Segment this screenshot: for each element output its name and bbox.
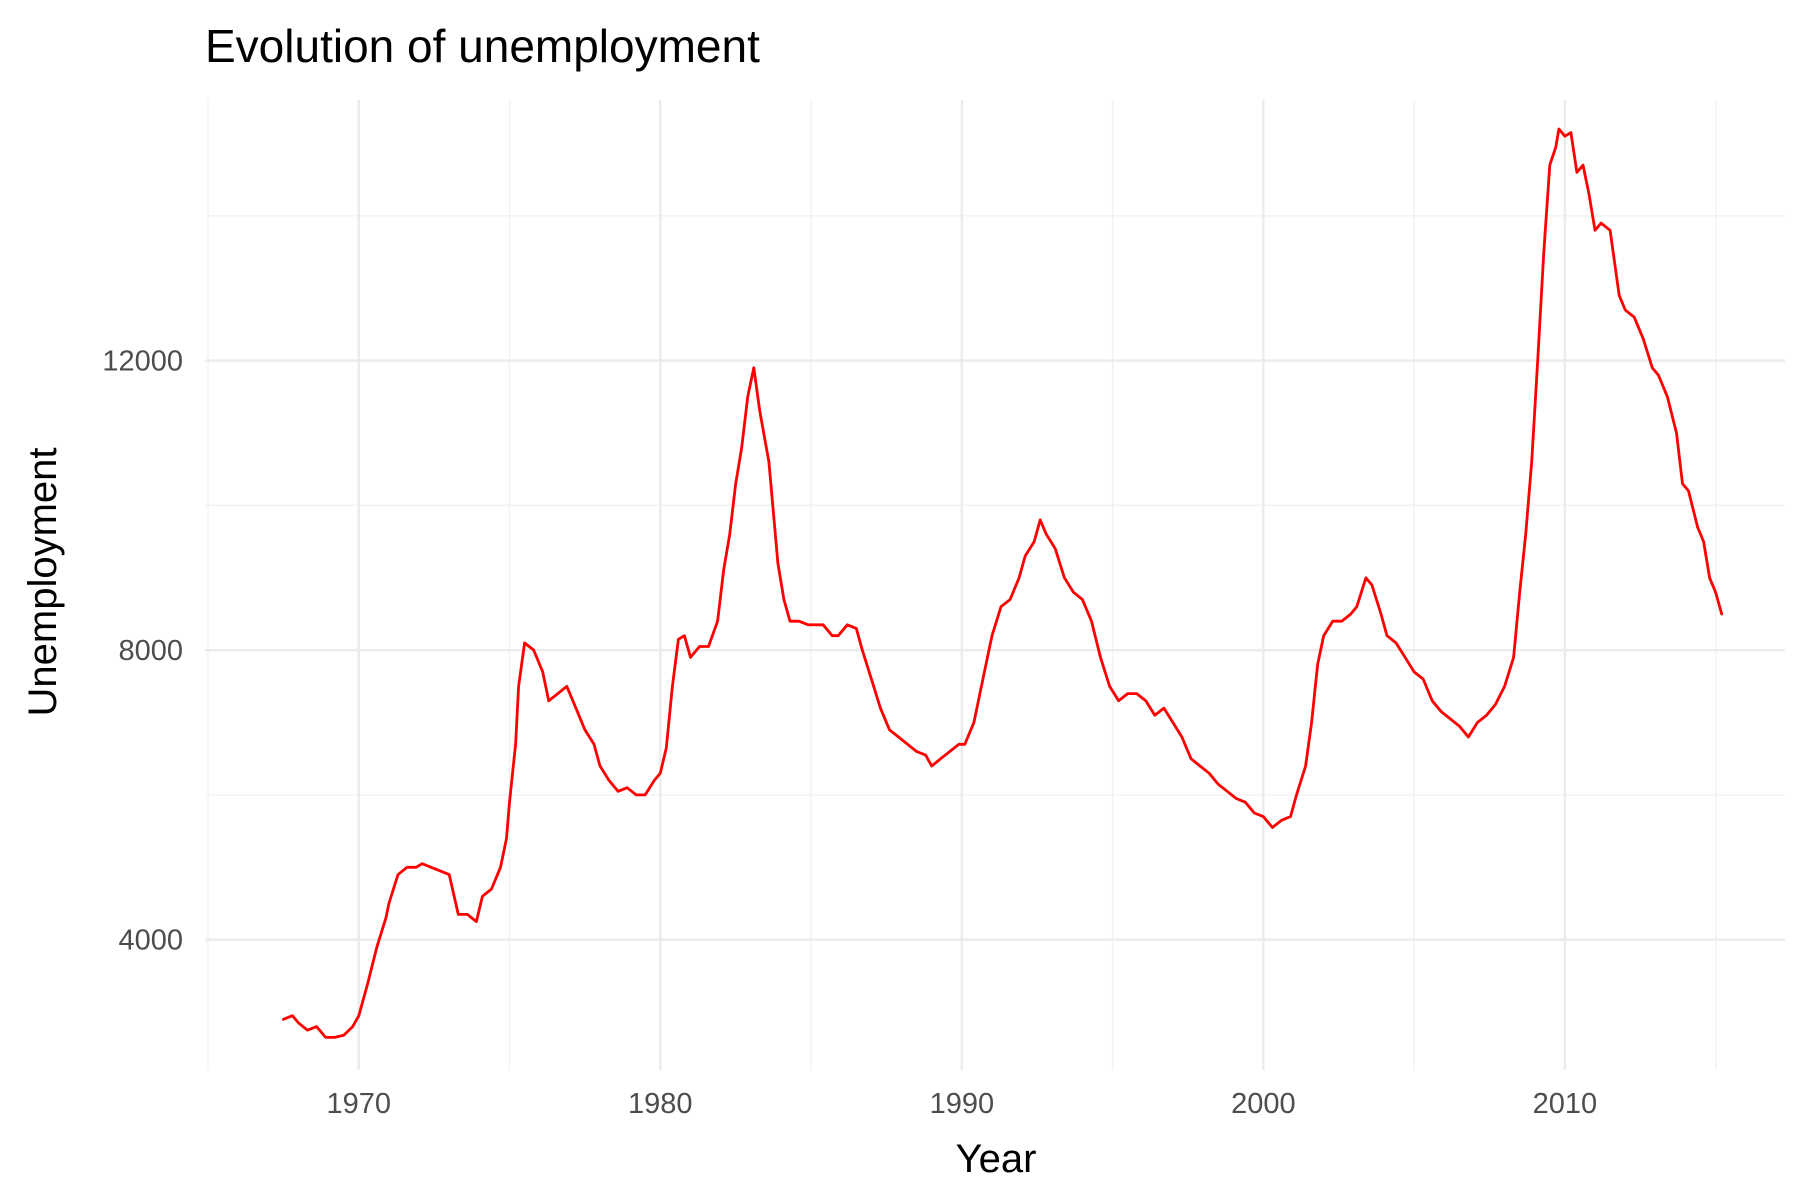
y-tick-label: 12000 — [102, 346, 183, 378]
x-tick-label: 2000 — [1231, 1088, 1296, 1120]
x-tick-label: 1980 — [628, 1088, 693, 1120]
series-layer — [281, 127, 1724, 1039]
x-tick-label: 1990 — [930, 1088, 995, 1120]
x-tick-label: 1970 — [327, 1088, 392, 1120]
chart-title: Evolution of unemployment — [205, 20, 760, 72]
y-tick-label: 8000 — [118, 635, 183, 667]
unemployment-series-line — [281, 127, 1724, 1039]
y-tick-label: 4000 — [118, 925, 183, 957]
y-axis-title: Unemployment — [21, 447, 65, 716]
x-axis-title: Year — [956, 1137, 1037, 1181]
grid-lines — [205, 100, 1785, 1070]
x-tick-label: 2010 — [1533, 1088, 1598, 1120]
tick-labels: 1970 1980 1990 2000 2010 4000 8000 12000 — [102, 346, 1597, 1120]
